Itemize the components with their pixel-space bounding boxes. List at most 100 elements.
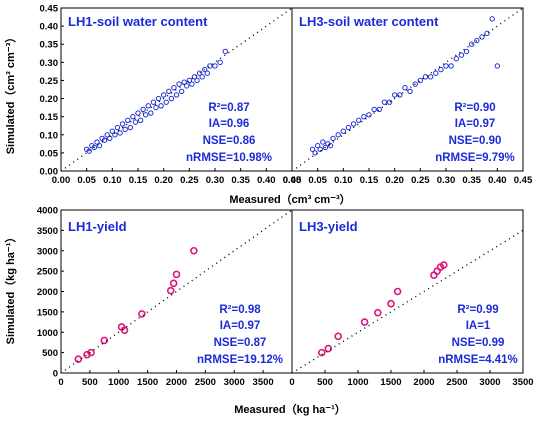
stat-ia: IA=0.96 <box>209 118 250 130</box>
data-point <box>417 77 424 84</box>
y-tick-label: 0.10 <box>40 130 59 141</box>
y-tick-label: 0.45 <box>40 4 59 15</box>
stat-r2: R²=0.87 <box>208 102 249 114</box>
data-point <box>140 106 146 113</box>
data-point <box>453 56 459 62</box>
data-point <box>178 88 185 95</box>
x-tick-label: 2500 <box>195 377 216 388</box>
data-point <box>100 336 109 345</box>
data-point <box>143 112 149 118</box>
x-tick-label: 3500 <box>512 377 533 388</box>
x-axis-title-bottom: Measured（kg ha⁻¹） <box>234 403 346 416</box>
data-point <box>173 92 180 98</box>
data-point <box>184 83 190 89</box>
y-tick-label: 2000 <box>37 287 58 298</box>
y-tick-labels: 0.00 0.05 0.10 0.15 0.20 0.25 0.30 0.35 0.40 0.45 <box>40 4 64 178</box>
data-point <box>109 128 116 134</box>
x-tick-label: 0.35 <box>462 175 481 186</box>
x-tick-label: 0.45 <box>514 175 533 186</box>
x-tick-label: 3500 <box>253 377 274 388</box>
stat-nse: NSE=0.86 <box>203 135 256 147</box>
y-tick-label: 0.25 <box>40 76 59 87</box>
y-tick-labels: 0 500 1000 1500 2000 2500 3000 3500 4000 <box>37 206 64 380</box>
data-point <box>190 246 198 255</box>
data-point <box>125 117 131 123</box>
y-tick-label: 2500 <box>37 267 58 278</box>
data-point <box>191 74 198 80</box>
stat-nse: NSE=0.87 <box>214 337 267 349</box>
x-tick-label: 0.40 <box>257 175 276 186</box>
data-point <box>463 48 470 55</box>
x-tick-label: 0.00 <box>52 175 71 186</box>
scatter-points <box>309 16 501 156</box>
data-point <box>145 103 151 109</box>
data-point <box>104 132 110 138</box>
data-point <box>350 121 357 127</box>
x-tick-label: 0.40 <box>488 175 507 186</box>
stat-r2: R²=0.99 <box>457 304 498 316</box>
y-tick-label: 500 <box>42 348 58 359</box>
y-tick-label: 0.30 <box>40 58 59 69</box>
data-point <box>166 286 175 295</box>
x-tick-label: 0.30 <box>206 175 225 186</box>
data-point <box>168 95 175 102</box>
panel-lh3-yield: 0 500 1000 1500 2000 2500 3000 3500 LH3-yield R… <box>289 209 534 388</box>
data-point <box>101 137 108 143</box>
data-point <box>217 59 223 66</box>
x-tick-label: 2000 <box>413 377 434 388</box>
data-point <box>334 332 343 341</box>
panel-title: LH3-soil water content <box>299 14 439 29</box>
data-point <box>87 348 95 357</box>
y-tick-label: 3000 <box>37 246 58 257</box>
data-point <box>122 126 128 133</box>
x-tick-label: 0.25 <box>180 175 199 186</box>
data-point <box>489 16 495 22</box>
plot-frame <box>291 7 524 172</box>
stat-nrmse: nRMSE=19.12% <box>197 354 283 366</box>
data-point <box>204 70 211 76</box>
stat-nrmse: nRMSE=4.41% <box>438 354 518 366</box>
data-point <box>412 81 418 87</box>
x-tick-labels: 0 500 1000 1500 2000 2500 3000 3500 <box>58 370 274 388</box>
data-point <box>366 112 372 118</box>
y-axis-title-bottom: Simulated（kg ha⁻¹） <box>4 232 17 345</box>
scatter-points <box>74 246 198 363</box>
data-point <box>127 124 134 131</box>
x-tick-label: 1500 <box>380 377 401 388</box>
data-point <box>176 81 182 87</box>
data-point <box>443 63 449 69</box>
data-point <box>448 63 454 69</box>
stat-ia: IA=0.97 <box>455 118 496 130</box>
data-point <box>317 146 323 152</box>
data-point <box>402 84 408 91</box>
data-point <box>322 144 329 151</box>
data-point <box>96 142 103 149</box>
x-tick-label: 2000 <box>166 377 187 388</box>
x-tick-label: 0.05 <box>77 175 96 186</box>
panel-title: LH1-yield <box>68 219 127 234</box>
x-tick-label: 0.20 <box>154 175 173 186</box>
panel-lh1-yield: 0 500 1000 1500 2000 2500 3000 3500 0 500 1000 150… <box>37 206 293 388</box>
stat-nse: NSE=0.90 <box>449 135 502 147</box>
data-point <box>196 70 203 76</box>
data-point <box>186 77 193 84</box>
data-point <box>314 142 321 149</box>
data-point <box>422 74 429 80</box>
stat-ia: IA=1 <box>466 320 491 332</box>
x-tick-label: 0.35 <box>231 175 250 186</box>
data-point <box>371 106 377 113</box>
y-axis-title-top: Simulated（cm³ cm⁻³） <box>4 32 17 155</box>
data-point <box>120 326 129 335</box>
data-point <box>340 128 347 134</box>
x-tick-label: 1000 <box>347 377 368 388</box>
data-point <box>137 117 144 123</box>
data-point <box>74 355 83 363</box>
data-point <box>94 139 100 145</box>
scatter-points <box>83 48 228 154</box>
data-point <box>433 70 439 76</box>
y-tick-label: 0.05 <box>40 148 59 159</box>
one-to-one-line <box>291 7 524 172</box>
x-tick-label: 1000 <box>108 377 129 388</box>
data-point <box>474 37 480 44</box>
